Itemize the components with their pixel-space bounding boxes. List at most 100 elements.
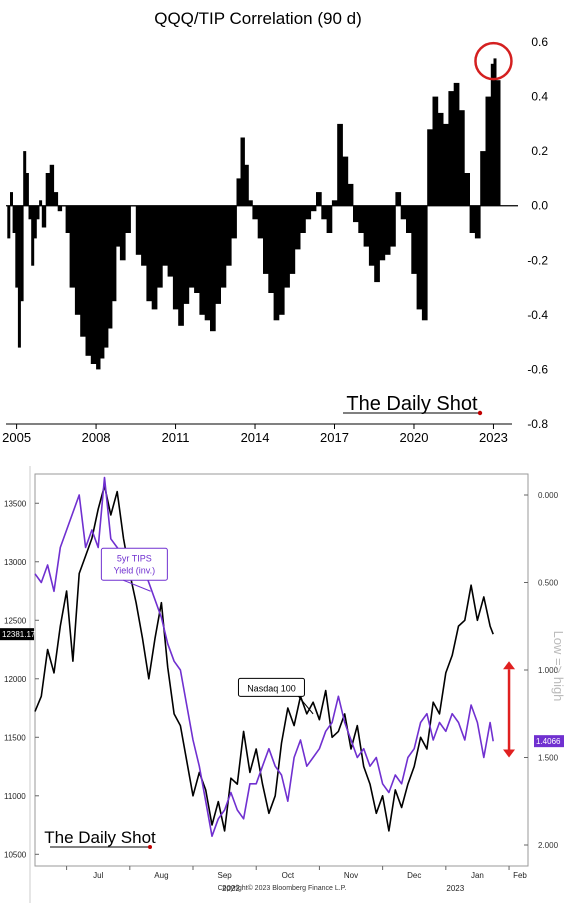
correlation-bar [85, 205, 92, 356]
correlation-bar [15, 205, 19, 288]
correlation-bar [125, 205, 131, 233]
correlation-bar [353, 205, 359, 223]
tips-yield-line [34, 476, 494, 838]
correlation-bar [183, 205, 190, 304]
correlation-bar [215, 205, 221, 304]
x-tick-label: 2008 [82, 430, 111, 445]
logo-dot [477, 410, 483, 416]
correlation-bar [485, 96, 492, 206]
y-tick-label: 0.2 [531, 144, 548, 158]
nasdaq-tips-axes: 13500 13000 12500 12000 11500 11000 10500 0.000… [4, 491, 564, 893]
left-tick-label: 11000 [4, 792, 26, 801]
x-tick-label: Jul [93, 871, 103, 880]
right-tick-label: 1.500 [538, 754, 559, 763]
nasdaq-100-line [34, 484, 494, 832]
y-tick-label: -0.8 [527, 417, 548, 431]
left-tick-label: 12500 [4, 616, 27, 625]
y-tick-label: -0.6 [527, 362, 548, 376]
logo-dot [148, 845, 152, 849]
correlation-bar [400, 205, 407, 220]
y-tick-label: -0.4 [527, 308, 548, 322]
correlation-bar [31, 205, 35, 266]
year-label: 2022 [222, 884, 240, 893]
correlation-bar [474, 205, 481, 239]
correlation-bar [448, 91, 455, 206]
correlation-bar [268, 205, 274, 293]
correlation-bar [300, 205, 306, 233]
correlation-bar [427, 129, 433, 206]
correlation-bar [115, 205, 121, 247]
correlation-bar [112, 205, 117, 302]
daily-shot-logo: The Daily Shot [44, 828, 156, 847]
highlight-circle [474, 41, 513, 81]
nasdaq-annotation-box [237, 677, 305, 697]
correlation-bar [406, 205, 412, 233]
correlation-bar [167, 205, 174, 277]
last-value-tag-left [0, 628, 34, 641]
correlation-bar [443, 123, 449, 206]
year-label: 2023 [446, 884, 464, 893]
correlation-bar [421, 205, 428, 321]
y-tick-label: -0.2 [527, 253, 548, 267]
correlation-bar [374, 205, 380, 283]
x-tick-label: 2017 [320, 430, 349, 445]
x-tick-label: Aug [154, 871, 168, 880]
x-tick-label: 2011 [162, 430, 190, 445]
nasdaq-tips-chart: 13500 13000 12500 12000 11500 11000 10500 0.000… [0, 466, 564, 903]
correlation-bar [316, 192, 322, 206]
correlation-bar [141, 205, 147, 266]
correlation-bar [20, 205, 24, 302]
chart-title: QQQ/TIP Correlation (90 d) [154, 9, 362, 28]
correlation-bar [41, 205, 47, 228]
last-value-text-left: 12381.17 [2, 630, 36, 639]
correlation-bar [74, 205, 81, 315]
correlation-bar [368, 205, 375, 266]
correlation-bar [36, 205, 40, 220]
correlation-bar [437, 112, 444, 206]
correlation-bar [90, 205, 97, 364]
tips-annotation-pointer [123, 579, 151, 592]
correlation-bar [7, 205, 11, 239]
correlation-chart-panel: QQQ/TIP Correlation (90 d) 0.6 0.4 0.2 0.0 -… [2, 9, 549, 445]
correlation-bar [326, 205, 333, 233]
correlation-bar [240, 137, 245, 206]
correlation-bar [490, 63, 494, 206]
correlation-bar [284, 205, 290, 288]
correlation-bar [363, 205, 370, 247]
correlation-decorations: The Daily Shot [343, 41, 513, 416]
left-tick-label: 13500 [4, 499, 27, 508]
correlation-bar [53, 192, 59, 206]
y-tick-label: 0.6 [531, 35, 548, 49]
correlation-bar [432, 96, 439, 206]
correlation-bar [17, 205, 21, 348]
correlation-bar [25, 173, 29, 206]
correlation-bar [469, 205, 476, 233]
correlation-bar [28, 205, 32, 220]
correlation-bar [273, 205, 280, 321]
correlation-bar [496, 80, 501, 206]
correlation-bar [379, 205, 386, 261]
y-tick-label: 0.4 [531, 90, 548, 104]
correlation-bar [342, 156, 349, 206]
x-tick-label: 2020 [400, 430, 429, 445]
correlation-bar [45, 173, 51, 206]
right-tick-label: 0.000 [538, 491, 559, 500]
right-tick-label: 1.000 [538, 666, 559, 675]
correlation-bar [390, 205, 396, 247]
x-tick-label: Dec [407, 871, 421, 880]
x-tick-label: 2014 [241, 430, 270, 445]
correlation-bar [384, 205, 391, 255]
correlation-bar [248, 200, 253, 206]
correlation-bar [289, 205, 296, 274]
correlation-bar [358, 205, 364, 233]
correlation-bar [244, 164, 249, 206]
range-arrow-head-down [503, 749, 516, 758]
correlation-bar [416, 205, 423, 310]
correlation-bar [178, 205, 184, 326]
y-tick-label: 0.0 [531, 199, 548, 213]
correlation-bar [157, 205, 163, 288]
range-arrow-head-up [503, 661, 516, 670]
tips-annotation-text: 5yr TIPS [117, 553, 152, 563]
correlation-bar [220, 205, 227, 288]
last-value-tag-right [534, 735, 564, 748]
